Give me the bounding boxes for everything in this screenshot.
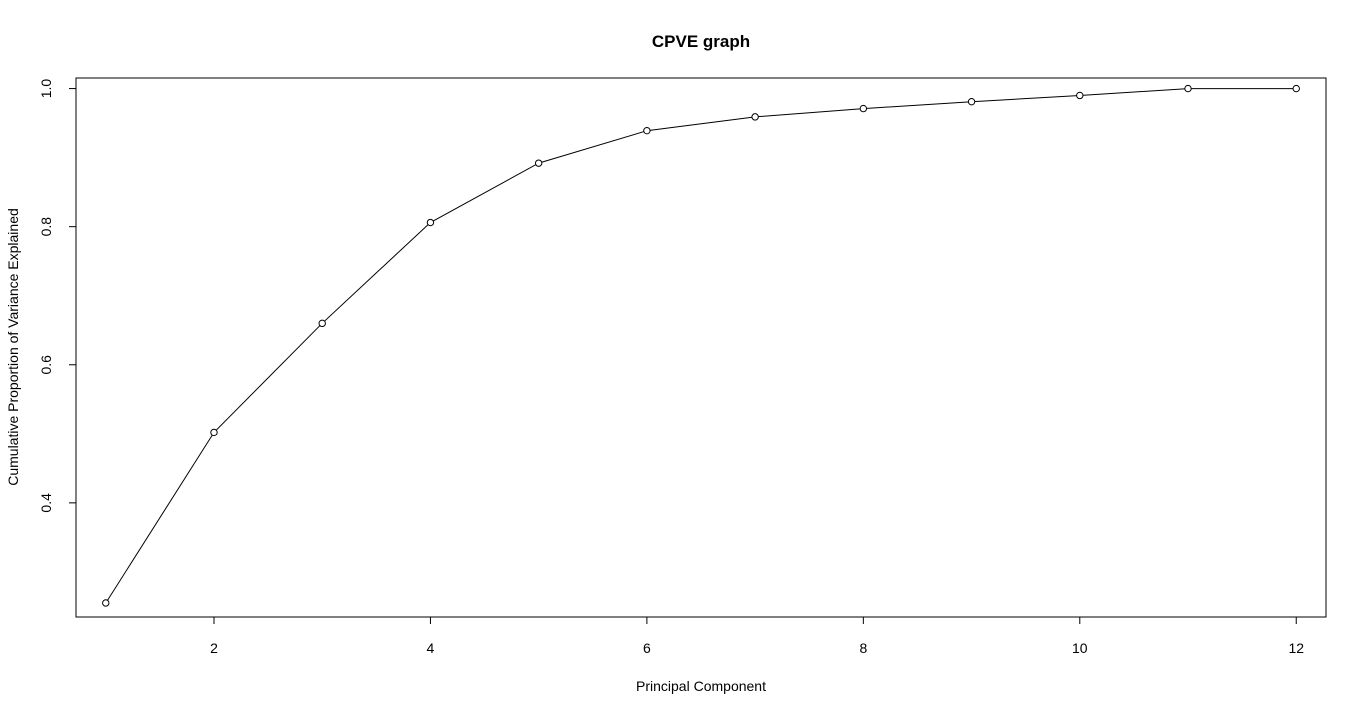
x-tick-label: 2: [210, 640, 218, 656]
data-point: [967, 97, 976, 106]
data-point: [1076, 91, 1084, 100]
x-axis-label: Principal Component: [636, 678, 766, 694]
x-tick-label: 10: [1072, 640, 1088, 656]
data-point: [534, 159, 543, 167]
y-tick-label: 0.4: [38, 493, 54, 513]
series-line: [105, 88, 1297, 604]
data-point: [1184, 84, 1192, 93]
y-tick-label: 0.6: [38, 355, 54, 375]
x-tick-label: 12: [1288, 640, 1304, 656]
y-axis-label: Cumulative Proportion of Variance Explai…: [5, 208, 21, 486]
x-tick-label: 8: [859, 640, 867, 656]
data-point: [102, 599, 110, 607]
chart-title: CPVE graph: [652, 32, 750, 51]
data-point: [859, 104, 868, 113]
x-tick-label: 4: [427, 640, 435, 656]
y-axis: 0.4 0.6 0.8 1.0: [38, 79, 77, 513]
y-tick-label: 1.0: [38, 79, 54, 99]
x-tick-label: 6: [643, 640, 651, 656]
data-point: [751, 113, 759, 121]
data-point: [210, 428, 218, 437]
data-point: [426, 218, 435, 227]
y-tick-label: 0.8: [38, 217, 54, 237]
data-point: [1292, 84, 1300, 93]
data-point: [318, 319, 326, 328]
x-axis: 2 4 6 8 10 12: [210, 616, 1304, 656]
data-points: [102, 84, 1300, 607]
data-point: [643, 126, 651, 135]
